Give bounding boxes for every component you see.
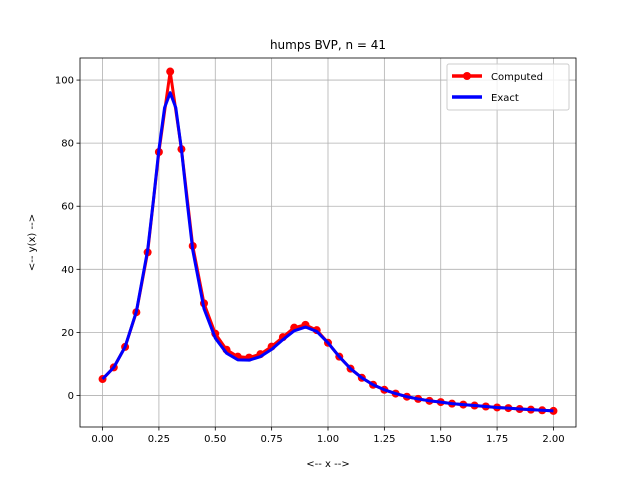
- y-tick-label: 20: [61, 328, 74, 339]
- computed-point: [166, 67, 175, 76]
- x-axis-label: <-- x -->: [306, 459, 349, 470]
- legend-exact-label: Exact: [491, 93, 519, 104]
- computed-point: [549, 406, 558, 415]
- y-tick-label: 100: [55, 76, 74, 87]
- grid: [80, 58, 576, 427]
- x-tick-label: 0.00: [91, 434, 113, 445]
- legend: Computed Exact: [446, 63, 570, 111]
- axis-ticks: 0.00 0.25 0.50 0.75 1.00 1.25 1.50 1.75 2.00 0 20 4…: [55, 76, 565, 445]
- x-tick-label: 1.25: [373, 434, 395, 445]
- chart-title: humps BVP, n = 41: [270, 38, 386, 52]
- y-tick-label: 80: [61, 139, 74, 150]
- x-tick-label: 0.25: [148, 434, 170, 445]
- y-axis-label: <-- y(x) -->: [27, 214, 38, 271]
- x-tick-label: 1.50: [430, 434, 452, 445]
- x-tick-label: 1.75: [486, 434, 508, 445]
- x-tick-label: 0.50: [204, 434, 226, 445]
- x-tick-label: 0.75: [261, 434, 283, 445]
- x-tick-label: 1.00: [317, 434, 339, 445]
- legend-computed-marker: [463, 72, 471, 80]
- x-tick-label: 2.00: [542, 434, 564, 445]
- exact-series-line: [101, 91, 554, 413]
- y-tick-label: 60: [61, 202, 74, 213]
- y-tick-label: 0: [68, 391, 74, 402]
- y-tick-label: 40: [61, 265, 74, 276]
- plot-series: [98, 67, 558, 415]
- legend-computed-label: Computed: [491, 72, 543, 83]
